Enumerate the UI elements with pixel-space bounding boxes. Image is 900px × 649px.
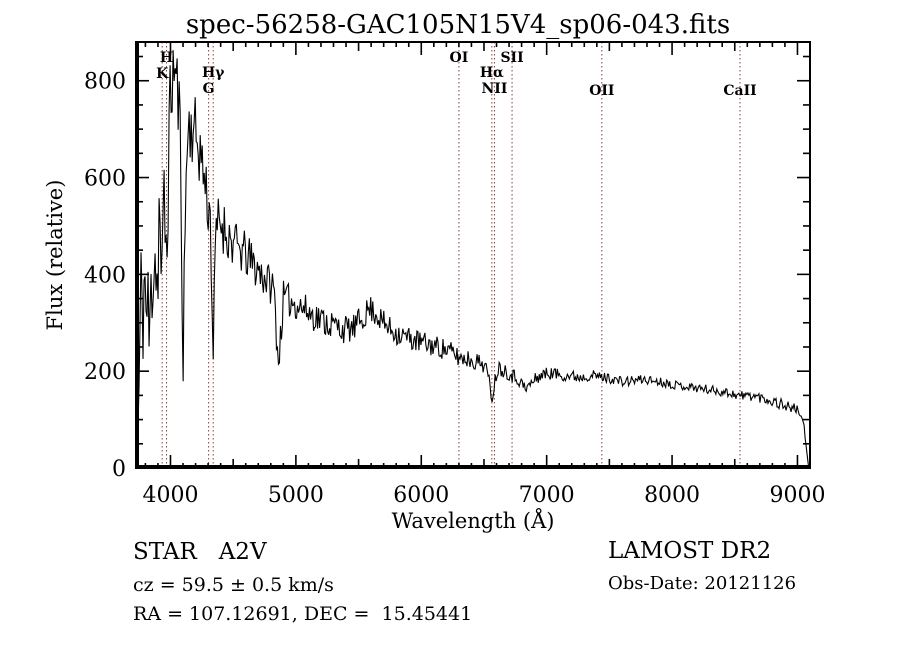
- x-tick-label: 8000: [644, 483, 700, 508]
- x-tick-label: 6000: [393, 483, 449, 508]
- y-tick-label: 0: [112, 457, 126, 482]
- marker-label-Hγ: Hγ: [202, 65, 225, 81]
- obs-date-label: Obs-Date: 20121126: [608, 573, 796, 594]
- y-tick-label: 800: [84, 70, 126, 95]
- marker-label-SII: SII: [500, 50, 523, 66]
- spectral-line-markers: [161, 42, 741, 468]
- marker-label-G: G: [203, 81, 215, 97]
- marker-label-OII: OII: [589, 83, 614, 99]
- plot-frame: [135, 41, 811, 469]
- x-tick-label: 9000: [769, 483, 825, 508]
- y-axis-label: Flux (relative): [43, 180, 67, 331]
- y-tick-label: 400: [84, 263, 126, 288]
- axis-ticks: [136, 42, 811, 469]
- marker-label-OI: OI: [450, 50, 469, 66]
- x-tick-label: 5000: [268, 483, 324, 508]
- y-tick-label: 600: [84, 167, 126, 192]
- class-label: STAR A2V: [133, 539, 267, 565]
- x-axis-label: Wavelength (Å): [392, 508, 555, 533]
- survey-label: LAMOST DR2: [608, 538, 771, 564]
- spectrum-line: [136, 50, 810, 469]
- marker-label-K: K: [156, 66, 169, 82]
- marker-label-Hα: Hα: [480, 65, 504, 81]
- ra-dec-label: RA = 107.12691, DEC = 15.45441: [133, 603, 472, 625]
- axis-tick-labels: 4000 5000 6000 7000 8000 9000 0 200 400 600 800: [84, 70, 825, 508]
- marker-label-H: H: [160, 50, 173, 66]
- x-tick-label: 7000: [519, 483, 575, 508]
- marker-label-NII: NII: [481, 81, 507, 97]
- marker-label-CaII: CaII: [723, 83, 756, 99]
- x-tick-label: 4000: [142, 483, 198, 508]
- plot-title: spec-56258-GAC105N15V4_sp06-043.fits: [186, 10, 730, 40]
- y-tick-label: 200: [84, 360, 126, 385]
- cz-label: cz = 59.5 ± 0.5 km/s: [133, 574, 334, 596]
